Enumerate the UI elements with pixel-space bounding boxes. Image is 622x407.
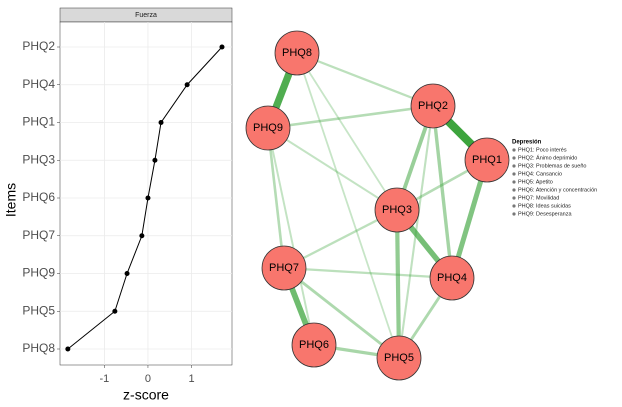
legend-item: PHQ3: Problemas de sueño (518, 163, 586, 169)
legend-marker (512, 164, 516, 168)
node (429, 255, 475, 301)
legend-item: PHQ7: Movilidad (518, 195, 559, 201)
node-label: PHQ1 (472, 154, 502, 166)
node (464, 137, 510, 183)
y-tick-label: PHQ3 (22, 152, 55, 166)
y-tick-label: PHQ2 (22, 39, 55, 53)
node-label: PHQ8 (282, 47, 312, 59)
legend-item: PHQ6: Atención y concentración (518, 187, 597, 193)
edge (431, 105, 454, 279)
node (374, 187, 420, 233)
legend-marker (512, 156, 516, 160)
x-tick-label: 1 (188, 373, 194, 385)
y-tick-label: PHQ6 (22, 190, 55, 204)
edge (266, 127, 286, 269)
legend-item: PHQ1: Poco interés (518, 147, 567, 153)
y-axis-label: Items (3, 183, 19, 217)
y-tick-label: PHQ9 (22, 266, 55, 280)
y-tick-label: PHQ7 (22, 228, 55, 242)
edge (397, 105, 435, 359)
point (152, 157, 158, 163)
legend-marker (512, 212, 516, 216)
point (65, 346, 71, 352)
edge (394, 209, 402, 359)
legend-item: PHQ5: Apetito (518, 179, 553, 185)
legend-item: PHQ4: Cansancio (518, 171, 562, 177)
x-tick-label: -1 (100, 373, 110, 385)
legend-title: Depresión (512, 140, 542, 146)
node-label: PHQ4 (437, 272, 467, 284)
y-tick-label: PHQ4 (22, 77, 55, 91)
node (274, 30, 320, 76)
point (139, 233, 145, 239)
point (112, 308, 118, 314)
y-tick-label: PHQ8 (22, 341, 55, 355)
edge (283, 266, 400, 360)
point (219, 44, 225, 50)
node (410, 83, 456, 129)
x-tick-label: 0 (145, 373, 151, 385)
edge (296, 51, 434, 108)
legend-marker (512, 148, 516, 152)
edge (267, 127, 315, 346)
edge (296, 52, 400, 359)
edge (296, 52, 398, 211)
legend-marker (512, 196, 516, 200)
node (376, 335, 422, 381)
node (245, 105, 291, 151)
node-label: PHQ5 (384, 352, 414, 364)
legend-item: PHQ8: Ideas suicidas (518, 203, 571, 209)
facet-label: Fuerza (135, 12, 157, 19)
edge (267, 127, 398, 211)
legend-marker (512, 180, 516, 184)
node-label: PHQ6 (299, 339, 329, 351)
edge (267, 104, 434, 130)
point (124, 271, 130, 276)
node-label: PHQ3 (382, 204, 412, 216)
y-tick-label: PHQ5 (22, 303, 55, 317)
node (261, 245, 307, 291)
legend-marker (512, 188, 516, 192)
legend-item: PHQ2: Ánimo deprimido (518, 154, 577, 161)
legend-marker (512, 204, 516, 208)
legend-marker (512, 172, 516, 176)
edge (283, 266, 453, 280)
node-label: PHQ2 (418, 100, 448, 112)
x-axis-label: z-score (123, 387, 169, 403)
node-label: PHQ9 (253, 122, 283, 134)
legend-item: PHQ9: Desesperanza (518, 211, 572, 217)
node-label: PHQ7 (269, 262, 299, 274)
point (145, 195, 151, 201)
y-tick-label: PHQ1 (22, 115, 55, 129)
point (158, 120, 164, 125)
node (291, 322, 337, 368)
plot-background (59, 21, 233, 366)
point (184, 82, 190, 88)
